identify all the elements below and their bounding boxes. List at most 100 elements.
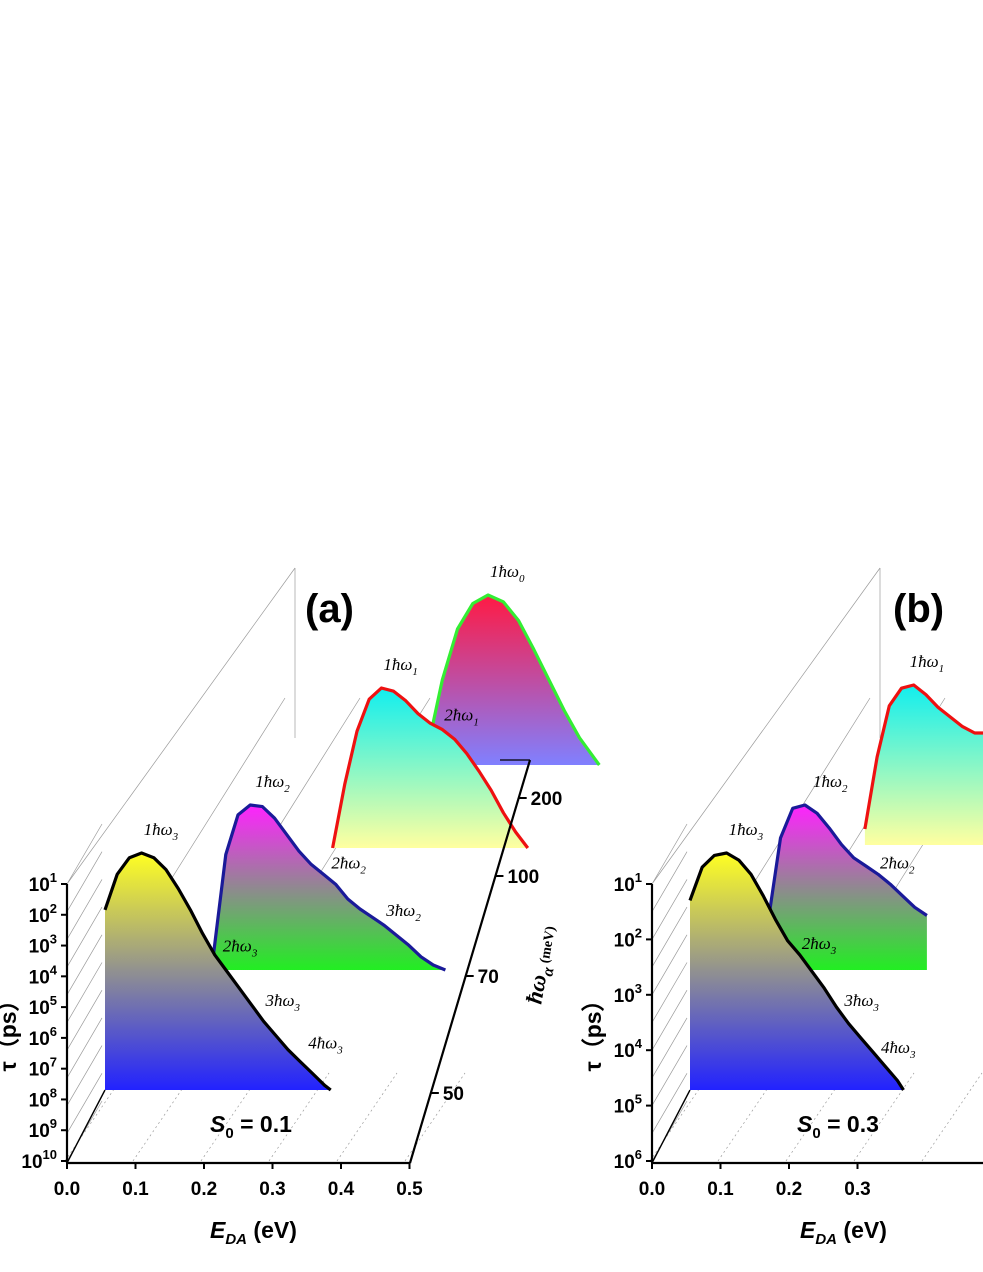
- grid-line: [651, 990, 688, 1051]
- y-tick-label: 105: [29, 993, 57, 1019]
- grid-line: [651, 1073, 688, 1134]
- peak-label: 2ħω2: [331, 853, 366, 876]
- series-line-70: [212, 803, 447, 972]
- peak-label: 3ħω2: [385, 901, 421, 924]
- x-tick-label: 0.3: [844, 1179, 870, 1200]
- grid-line: [66, 851, 103, 912]
- y-tick-label: 108: [29, 1085, 57, 1111]
- y-tick-label: 109: [29, 1116, 57, 1142]
- peak-label: 1ħω3: [729, 820, 764, 843]
- x-tick-label: 0.0: [54, 1179, 80, 1200]
- x-tick-label: 0.2: [776, 1179, 802, 1200]
- grid-line: [66, 879, 103, 940]
- peak-label: 3ħω3: [265, 991, 301, 1014]
- grid-line: [66, 1073, 103, 1134]
- y-tick-label: 104: [614, 1036, 643, 1062]
- grid-line: [651, 567, 881, 885]
- depth-axis-line: [408, 759, 532, 1164]
- series-fill-100: [864, 685, 983, 845]
- y-tick-label: 105: [614, 1092, 642, 1118]
- parameter-annotation: S0 = 0.1: [210, 1111, 292, 1142]
- grid-line: [66, 990, 103, 1051]
- depth-tick-label: 100: [507, 867, 539, 888]
- grid-line: [921, 1072, 983, 1162]
- series-line-50: [103, 851, 332, 1092]
- grid-line: [749, 697, 871, 890]
- peak-label: 3ħω3: [843, 991, 879, 1014]
- series-line-100: [863, 683, 983, 830]
- peak-label: 4ħω3: [881, 1038, 916, 1061]
- x-tick-label: 0.1: [122, 1179, 149, 1200]
- grid-line: [651, 962, 688, 1023]
- x-axis: 0.0 0.1 0.2 0.3 0.4 0.5 EDA (eV): [54, 884, 423, 1248]
- peak-label: 2ħω2: [880, 853, 915, 876]
- floor-edge: [66, 1089, 106, 1164]
- grid-line: [651, 1017, 688, 1079]
- peak-label: 2ħω3: [223, 936, 258, 959]
- grid-line: [651, 851, 688, 912]
- y-tick-label: 104: [29, 962, 58, 988]
- x-axis-title: EDA (eV): [210, 1217, 297, 1248]
- peak-label: 2ħω1: [444, 705, 479, 728]
- grid-line: [66, 906, 103, 968]
- series-line-50: [688, 851, 905, 1091]
- grid-line: [651, 879, 688, 940]
- grid-line: [651, 934, 688, 995]
- peak-label: 2ħω3: [802, 934, 837, 957]
- chart-panel-a: 1ħω0 1ħω1 2ħω1 1ħω2 2ħω2 3ħω2 1ħω3 2ħω3 3ħω3 4ħω3…: [0, 562, 601, 1248]
- y-tick-label: 101: [29, 870, 57, 896]
- depth-tick-label: 50: [443, 1084, 464, 1105]
- parameter-annotation: S0 = 0.3: [797, 1111, 879, 1142]
- grid-line: [164, 697, 286, 890]
- depth-tick-label: 70: [478, 967, 499, 988]
- y-axis: 101 102 103 104 105 106 τ（ps）: [580, 870, 652, 1173]
- series-line-200: [425, 593, 601, 766]
- x-tick-label: 0.2: [191, 1179, 217, 1200]
- x-tick-label: 0.5: [396, 1179, 423, 1200]
- y-axis-title: τ（ps）: [580, 988, 606, 1071]
- grid-line: [66, 567, 296, 885]
- peak-label: 1ħω0: [490, 562, 525, 585]
- peak-label: 1ħω3: [144, 820, 179, 843]
- series-fill-50: [105, 853, 331, 1090]
- y-tick-label: 106: [29, 1024, 57, 1050]
- peak-label: 1ħω2: [813, 772, 848, 795]
- series-line-100: [331, 686, 530, 849]
- y-tick-label: 103: [29, 932, 57, 958]
- grid-line: [66, 1017, 103, 1079]
- grid-line: [651, 823, 688, 885]
- series-fill-70: [768, 805, 927, 970]
- grid-line: [66, 1045, 103, 1106]
- x-tick-label: 0.1: [707, 1179, 734, 1200]
- depth-axis-title: ħωα (meV): [521, 923, 564, 1006]
- x-axis: 0.0 0.1 0.2 0.3 EDA (eV): [639, 884, 983, 1248]
- y-tick-label: 102: [29, 901, 57, 927]
- x-axis-title: EDA (eV): [800, 1217, 887, 1248]
- y-tick-label: 102: [614, 925, 642, 951]
- y-tick-label: 1010: [21, 1147, 57, 1173]
- y-tick-label: 103: [614, 981, 642, 1007]
- series-fill-50: [690, 853, 904, 1090]
- peak-label: 1ħω1: [383, 655, 418, 678]
- y-tick-label: 101: [614, 870, 642, 896]
- y-tick-label: 106: [614, 1147, 642, 1173]
- grid-line: [651, 1045, 688, 1106]
- y-axis-title: τ（ps）: [0, 988, 21, 1071]
- peak-label: 1ħω2: [255, 772, 290, 795]
- y-tick-label: 107: [29, 1055, 57, 1081]
- floor-edge: [651, 1089, 691, 1164]
- chart-panel-b: 1ħω1 1ħω2 2ħω2 1ħω3 2ħω3 3ħω3 4ħω3 0.0 0.1 0.2 0.3…: [580, 567, 983, 1248]
- peak-label: 4ħω3: [308, 1033, 343, 1056]
- grid-line: [66, 934, 103, 995]
- depth-axis: 50 70 100 200 ħωα (meV): [408, 759, 564, 1164]
- series-line-70: [766, 803, 928, 921]
- panel-label: (a): [305, 587, 354, 631]
- series-fill-100: [332, 688, 528, 848]
- grid-line: [66, 962, 103, 1023]
- grid-line: [66, 823, 103, 885]
- series-fill-200: [427, 595, 600, 765]
- x-tick-label: 0.0: [639, 1179, 665, 1200]
- x-tick-label: 0.4: [328, 1179, 355, 1200]
- x-tick-label: 0.3: [259, 1179, 285, 1200]
